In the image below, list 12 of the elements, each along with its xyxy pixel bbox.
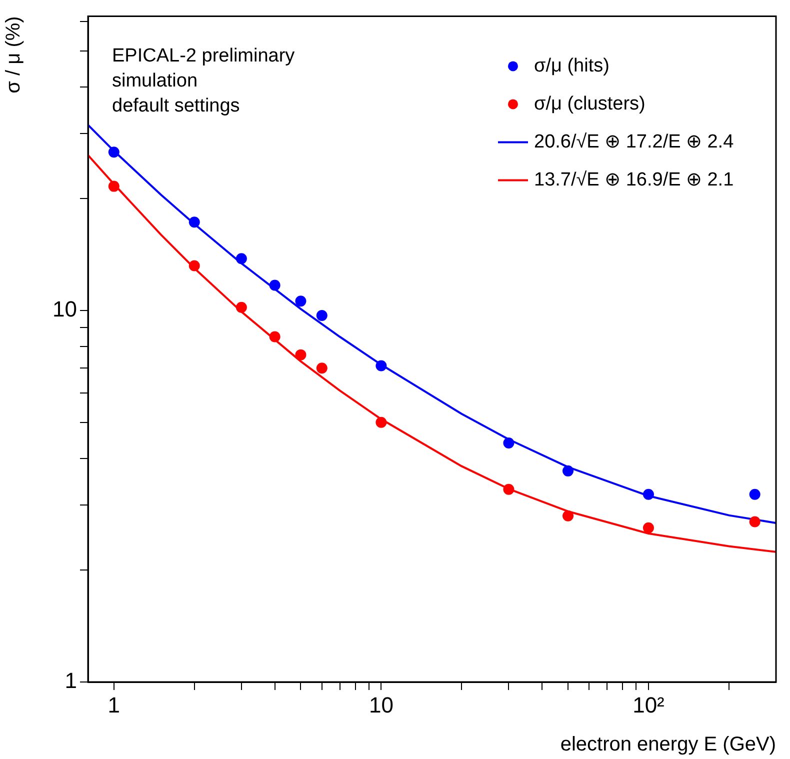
annotation: simulation xyxy=(112,70,198,92)
x-tick-label: 10² xyxy=(632,692,664,718)
x-tick-label: 10 xyxy=(368,692,394,718)
x-tick-label: 1 xyxy=(108,692,120,718)
legend-label: 13.7/√E ⊕ 16.9/E ⊕ 2.1 xyxy=(534,169,734,190)
y-axis-title: σ / μ (%) xyxy=(2,16,25,94)
legend-label: σ/μ (hits) xyxy=(534,55,610,76)
x-axis-title: electron energy E (GeV) xyxy=(560,734,776,756)
legend-label: σ/μ (clusters) xyxy=(534,93,646,114)
legend-label: 20.6/√E ⊕ 17.2/E ⊕ 2.4 xyxy=(534,131,734,152)
annotation: EPICAL-2 preliminary xyxy=(112,45,296,66)
annotation: default settings xyxy=(112,95,240,116)
